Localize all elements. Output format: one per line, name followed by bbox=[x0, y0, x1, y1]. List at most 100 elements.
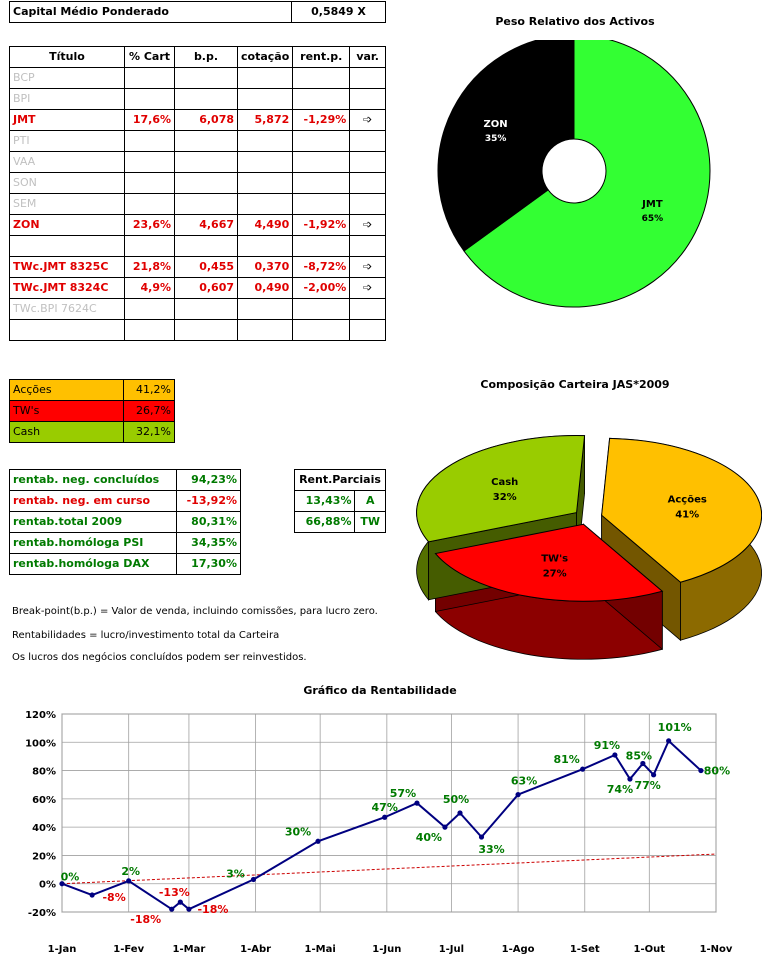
rentab-label: rentab.homóloga DAX bbox=[9, 553, 177, 575]
data-point bbox=[315, 838, 321, 844]
capital-value: 0,5849 X bbox=[291, 1, 386, 23]
table-row: ZON 23,6% 4,667 4,490 -1,92% ➩ bbox=[9, 214, 386, 236]
data-label: 0% bbox=[61, 871, 80, 884]
composition-label: Acções bbox=[9, 379, 124, 401]
pie1-value: 65% bbox=[642, 214, 664, 224]
cell-rent bbox=[292, 298, 351, 320]
cell-pct bbox=[124, 88, 175, 110]
rentab-row: rentab. neg. em curso -13,92% bbox=[9, 490, 241, 512]
cell-title: BCP bbox=[9, 67, 125, 89]
cell-var: ➩ bbox=[349, 214, 386, 236]
cell-var: ➩ bbox=[349, 109, 386, 131]
cell-cotacao bbox=[236, 235, 294, 257]
cell-cotacao bbox=[236, 172, 294, 194]
cell-rent bbox=[292, 319, 351, 341]
col-rent: rent.p. bbox=[292, 46, 351, 68]
y-tick-label: 0% bbox=[39, 880, 56, 891]
data-label: 77% bbox=[634, 779, 660, 792]
cell-bp bbox=[174, 235, 238, 257]
cell-var: ➩ bbox=[349, 277, 386, 299]
x-tick-label: 1-Mai bbox=[305, 944, 336, 955]
y-tick-label: 80% bbox=[32, 767, 56, 778]
cell-var bbox=[349, 193, 386, 215]
cell-cotacao: 4,490 bbox=[236, 214, 294, 236]
cell-bp: 6,078 bbox=[174, 109, 238, 131]
line-chart: -20% 0% 20% 40% 60% 80% 100% 120% 1-Jan 1-Fev 1-Ma… bbox=[25, 710, 733, 955]
trend-line bbox=[61, 853, 717, 885]
data-label: 2% bbox=[121, 865, 140, 878]
cell-rent bbox=[292, 235, 351, 257]
cell-title: TWc.JMT 8324C bbox=[9, 277, 125, 299]
cell-title: TWc.BPI 7624C bbox=[9, 298, 125, 320]
composition-row-cash: Cash 32,1% bbox=[9, 421, 175, 443]
data-label: -18% bbox=[130, 913, 161, 926]
table-row: BCP bbox=[9, 67, 386, 89]
cell-var bbox=[349, 235, 386, 257]
cell-pct: 23,6% bbox=[124, 214, 175, 236]
x-tick-label: 1-Mar bbox=[173, 944, 206, 955]
pie1-title: Peso Relativo dos Activos bbox=[495, 15, 655, 28]
data-label: 3% bbox=[226, 867, 245, 880]
x-tick-label: 1-Jun bbox=[372, 944, 401, 955]
cell-rent bbox=[292, 193, 351, 215]
cell-rent bbox=[292, 130, 351, 152]
rentab-label: rentab. neg. em curso bbox=[9, 490, 177, 512]
plot-area bbox=[61, 713, 717, 913]
cell-pct bbox=[124, 151, 175, 173]
y-tick-label: 20% bbox=[32, 851, 56, 862]
cell-var bbox=[349, 130, 386, 152]
cell-bp: 0,607 bbox=[174, 277, 238, 299]
cell-title: ZON bbox=[9, 214, 125, 236]
cell-rent: -2,00% bbox=[292, 277, 351, 299]
composition-value: 32,1% bbox=[123, 421, 175, 443]
cell-rent bbox=[292, 88, 351, 110]
data-point bbox=[89, 892, 95, 898]
y-tick-label: -20% bbox=[28, 908, 56, 919]
data-point bbox=[186, 906, 192, 912]
data-point bbox=[640, 760, 646, 767]
cell-title: SEM bbox=[9, 193, 125, 215]
table-row: PTI bbox=[9, 130, 386, 152]
cell-var: ➩ bbox=[349, 256, 386, 278]
line-chart-title: Gráfico da Rentabilidade bbox=[303, 684, 457, 697]
cell-pct bbox=[124, 319, 175, 341]
cell-bp bbox=[174, 151, 238, 173]
note-breakpoint: Break-point(b.p.) = Valor de venda, incl… bbox=[12, 606, 378, 617]
table-row bbox=[9, 235, 386, 257]
data-point bbox=[666, 738, 672, 744]
rentab-value: 94,23% bbox=[176, 469, 241, 491]
composition-value: 26,7% bbox=[123, 400, 175, 422]
col-bp: b.p. bbox=[174, 46, 238, 68]
data-label: 50% bbox=[443, 793, 469, 806]
capital-header-table: Capital Médio Ponderado 0,5849 X bbox=[9, 1, 386, 23]
data-point bbox=[478, 834, 485, 840]
y-tick-label: 100% bbox=[25, 738, 56, 749]
composition-table: Acções 41,2% TW's 26,7% Cash 32,1% bbox=[9, 379, 175, 443]
table-row: VAA bbox=[9, 151, 386, 173]
rentab-table: rentab. neg. concluídos 94,23% rentab. neg… bbox=[9, 469, 241, 575]
table-row: JMT 17,6% 6,078 5,872 -1,29% ➩ bbox=[9, 109, 386, 131]
composition-label: TW's bbox=[9, 400, 124, 422]
cell-rent bbox=[292, 67, 351, 89]
pie2-slice-tws bbox=[434, 523, 664, 602]
cell-title bbox=[9, 319, 125, 341]
x-tick-label: 1-Ago bbox=[502, 944, 535, 955]
cell-title: SON bbox=[9, 172, 125, 194]
pie1-slice-jmt bbox=[463, 40, 711, 308]
x-tick-label: 1-Nov bbox=[700, 944, 733, 955]
composition-row-accoes: Acções 41,2% bbox=[9, 379, 175, 401]
cell-cotacao bbox=[236, 130, 294, 152]
cell-pct: 4,9% bbox=[124, 277, 175, 299]
rentab-row: rentab.total 2009 80,31% bbox=[9, 511, 241, 533]
composition-label: Cash bbox=[9, 421, 124, 443]
composition-row-tws: TW's 26,7% bbox=[9, 400, 175, 422]
rentab-value: 80,31% bbox=[176, 511, 241, 533]
table-row: SEM bbox=[9, 193, 386, 215]
y-tick-label: 60% bbox=[32, 795, 56, 806]
y-tick-label: 40% bbox=[32, 823, 56, 834]
data-label: -8% bbox=[102, 891, 125, 904]
cell-cotacao bbox=[236, 151, 294, 173]
cell-pct bbox=[124, 298, 175, 320]
cell-var bbox=[349, 88, 386, 110]
data-label: 63% bbox=[511, 775, 537, 788]
